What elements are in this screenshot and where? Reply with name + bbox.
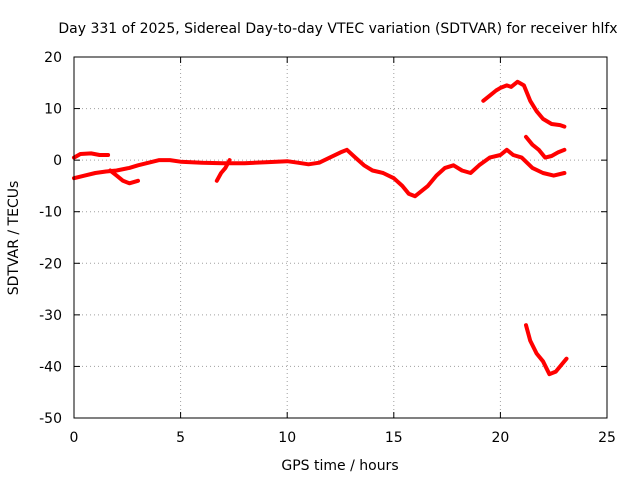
x-tick-label: 5 bbox=[176, 430, 185, 446]
x-tick-label: 20 bbox=[491, 430, 509, 446]
y-axis-label: SDTVAR / TECUs bbox=[6, 181, 22, 296]
series-line-s3 bbox=[108, 168, 140, 186]
series-line-s4 bbox=[214, 158, 232, 183]
grid bbox=[73, 56, 608, 419]
x-tick-label: 25 bbox=[598, 430, 616, 446]
y-tick-label: 0 bbox=[53, 153, 62, 169]
x-axis-label: GPS time / hours bbox=[281, 458, 398, 474]
y-tick-label: -10 bbox=[39, 205, 62, 221]
axis-ticks: 0 5 10 15 20 25 20 10 0 -10 -20 -30 -40 -50 bbox=[39, 50, 616, 446]
series-line-s7 bbox=[524, 323, 569, 377]
x-tick-label: 10 bbox=[278, 430, 296, 446]
x-tick-label: 15 bbox=[385, 430, 403, 446]
y-tick-label: -30 bbox=[39, 308, 62, 324]
plot-frame bbox=[73, 56, 608, 419]
series-line-s6 bbox=[524, 134, 567, 160]
series-layer bbox=[72, 79, 569, 377]
series-line-s2 bbox=[72, 147, 567, 199]
y-tick-label: -50 bbox=[39, 411, 62, 427]
series-line-s1 bbox=[72, 151, 111, 160]
x-tick-label: 0 bbox=[70, 430, 79, 446]
y-tick-label: -40 bbox=[39, 359, 62, 375]
y-tick-label: 10 bbox=[44, 102, 62, 118]
y-tick-label: -20 bbox=[39, 256, 62, 272]
y-tick-label: 20 bbox=[44, 50, 62, 66]
chart-title: Day 331 of 2025, Sidereal Day-to-day VTE… bbox=[58, 21, 617, 37]
series-line-s5 bbox=[481, 79, 567, 129]
